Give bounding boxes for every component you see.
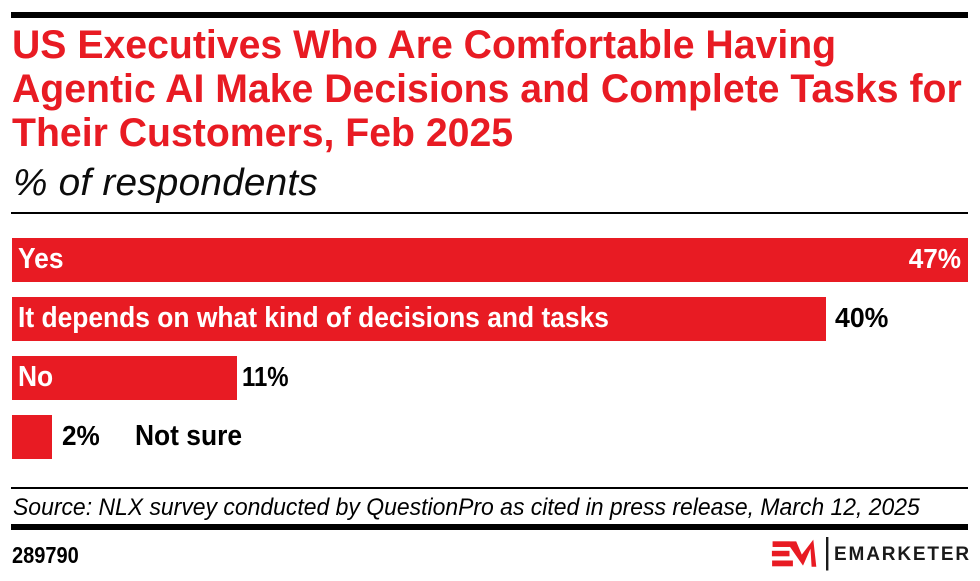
- svg-text:EMARKETER: EMARKETER: [834, 544, 971, 565]
